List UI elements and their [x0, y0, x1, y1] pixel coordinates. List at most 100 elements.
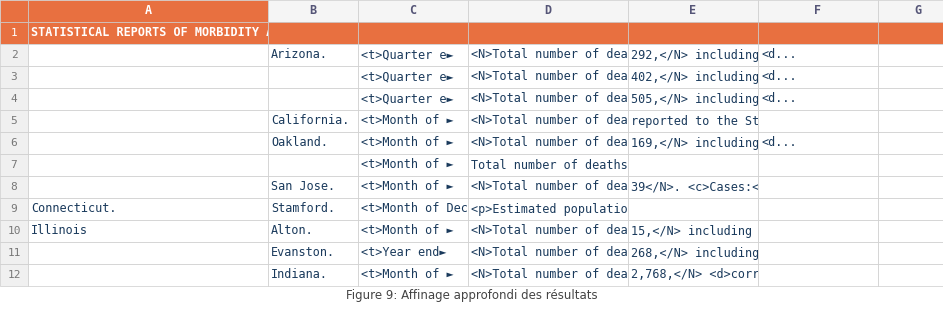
Bar — [758, 176, 878, 198]
Text: <t>Month of ►: <t>Month of ► — [361, 181, 454, 193]
Text: Figure 9: Affinage approfondi des résultats: Figure 9: Affinage approfondi des résult… — [346, 289, 597, 301]
Text: <t>Quarter e►: <t>Quarter e► — [361, 92, 454, 105]
Bar — [28, 154, 268, 176]
Bar — [468, 198, 628, 220]
Bar — [628, 132, 758, 154]
Bar — [468, 0, 628, 22]
Text: B: B — [309, 4, 317, 17]
Bar — [358, 220, 468, 242]
Text: <N>Total number of deaths: <N>Total number of deaths — [471, 92, 649, 105]
Bar — [268, 154, 358, 176]
Bar — [0, 242, 28, 264]
Bar — [268, 66, 358, 88]
Bar — [0, 264, 28, 286]
Bar — [468, 22, 628, 44]
Text: 10: 10 — [8, 226, 21, 236]
Bar — [628, 154, 758, 176]
Text: <t>Quarter e►: <t>Quarter e► — [361, 48, 454, 61]
Bar — [28, 66, 268, 88]
Bar — [0, 66, 28, 88]
Text: <t>Month of ►: <t>Month of ► — [361, 137, 454, 149]
Text: E: E — [689, 4, 697, 17]
Text: <t>Month of ►: <t>Month of ► — [361, 225, 454, 237]
Bar — [878, 88, 943, 110]
Text: 169,</N> including: 169,</N> including — [631, 137, 759, 149]
Bar — [758, 44, 878, 66]
Bar — [758, 242, 878, 264]
Text: 2: 2 — [10, 50, 17, 60]
Bar — [468, 220, 628, 242]
Text: <N>Total number of deaths,: <N>Total number of deaths, — [471, 225, 656, 237]
Bar — [0, 0, 28, 22]
Bar — [468, 176, 628, 198]
Text: <t>Month of ►: <t>Month of ► — [361, 269, 454, 281]
Bar — [28, 198, 268, 220]
Bar — [268, 44, 358, 66]
Bar — [358, 132, 468, 154]
Text: G: G — [915, 4, 921, 17]
Text: 402,</N> including: 402,</N> including — [631, 71, 759, 84]
Bar — [878, 198, 943, 220]
Bar — [628, 22, 758, 44]
Bar — [358, 22, 468, 44]
Text: Oakland.: Oakland. — [271, 137, 328, 149]
Bar — [878, 22, 943, 44]
Text: Alton.: Alton. — [271, 225, 314, 237]
Bar — [628, 220, 758, 242]
Bar — [758, 88, 878, 110]
Text: California.: California. — [271, 115, 349, 128]
Bar — [628, 88, 758, 110]
Bar — [758, 132, 878, 154]
Text: Total number of deaths not reported. Two deaths fr: Total number of deaths not reported. Two… — [471, 158, 827, 172]
Bar — [878, 132, 943, 154]
Bar — [358, 44, 468, 66]
Bar — [28, 132, 268, 154]
Bar — [758, 110, 878, 132]
Bar — [28, 44, 268, 66]
Bar — [358, 264, 468, 286]
Bar — [268, 176, 358, 198]
Text: 3: 3 — [10, 72, 17, 82]
Bar — [268, 110, 358, 132]
Bar — [878, 176, 943, 198]
Bar — [28, 0, 268, 22]
Text: <N>Total number of deaths: <N>Total number of deaths — [471, 48, 649, 61]
Bar — [878, 110, 943, 132]
Bar — [878, 264, 943, 286]
Text: <d...: <d... — [761, 92, 797, 105]
Bar — [758, 22, 878, 44]
Bar — [358, 154, 468, 176]
Text: <p>Estimated population, 20,: <p>Estimated population, 20, — [471, 202, 670, 216]
Text: 39</N>. <c>Cases:</: 39</N>. <c>Cases:</ — [631, 181, 767, 193]
Bar — [268, 242, 358, 264]
Text: <d...: <d... — [761, 137, 797, 149]
Bar — [468, 110, 628, 132]
Bar — [878, 220, 943, 242]
Text: <N>Total number of deaths: <N>Total number of deaths — [471, 71, 649, 84]
Bar — [28, 220, 268, 242]
Bar — [28, 110, 268, 132]
Text: Stamford.: Stamford. — [271, 202, 335, 216]
Bar — [878, 242, 943, 264]
Text: <d...: <d... — [761, 48, 797, 61]
Bar — [0, 154, 28, 176]
Text: reported to the State b: reported to the State b — [631, 115, 795, 128]
Text: <t>Month of ►: <t>Month of ► — [361, 115, 454, 128]
Text: <N>Total number of deaths: <N>Total number of deaths — [471, 137, 649, 149]
Bar — [268, 0, 358, 22]
Bar — [878, 66, 943, 88]
Text: 8: 8 — [10, 182, 17, 192]
Bar — [268, 132, 358, 154]
Bar — [268, 220, 358, 242]
Bar — [268, 264, 358, 286]
Text: San Jose.: San Jose. — [271, 181, 335, 193]
Text: 12: 12 — [8, 270, 21, 280]
Text: D: D — [544, 4, 552, 17]
Text: Indiana.: Indiana. — [271, 269, 328, 281]
Bar — [358, 88, 468, 110]
Text: <d...: <d... — [761, 71, 797, 84]
Bar — [628, 110, 758, 132]
Bar — [468, 44, 628, 66]
Bar — [468, 88, 628, 110]
Text: Illinois: Illinois — [31, 225, 88, 237]
